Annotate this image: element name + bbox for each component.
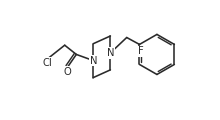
Text: N: N bbox=[107, 48, 114, 58]
Text: N: N bbox=[90, 56, 97, 66]
Text: Cl: Cl bbox=[43, 58, 53, 68]
Text: F: F bbox=[138, 46, 144, 56]
Text: O: O bbox=[63, 67, 71, 77]
